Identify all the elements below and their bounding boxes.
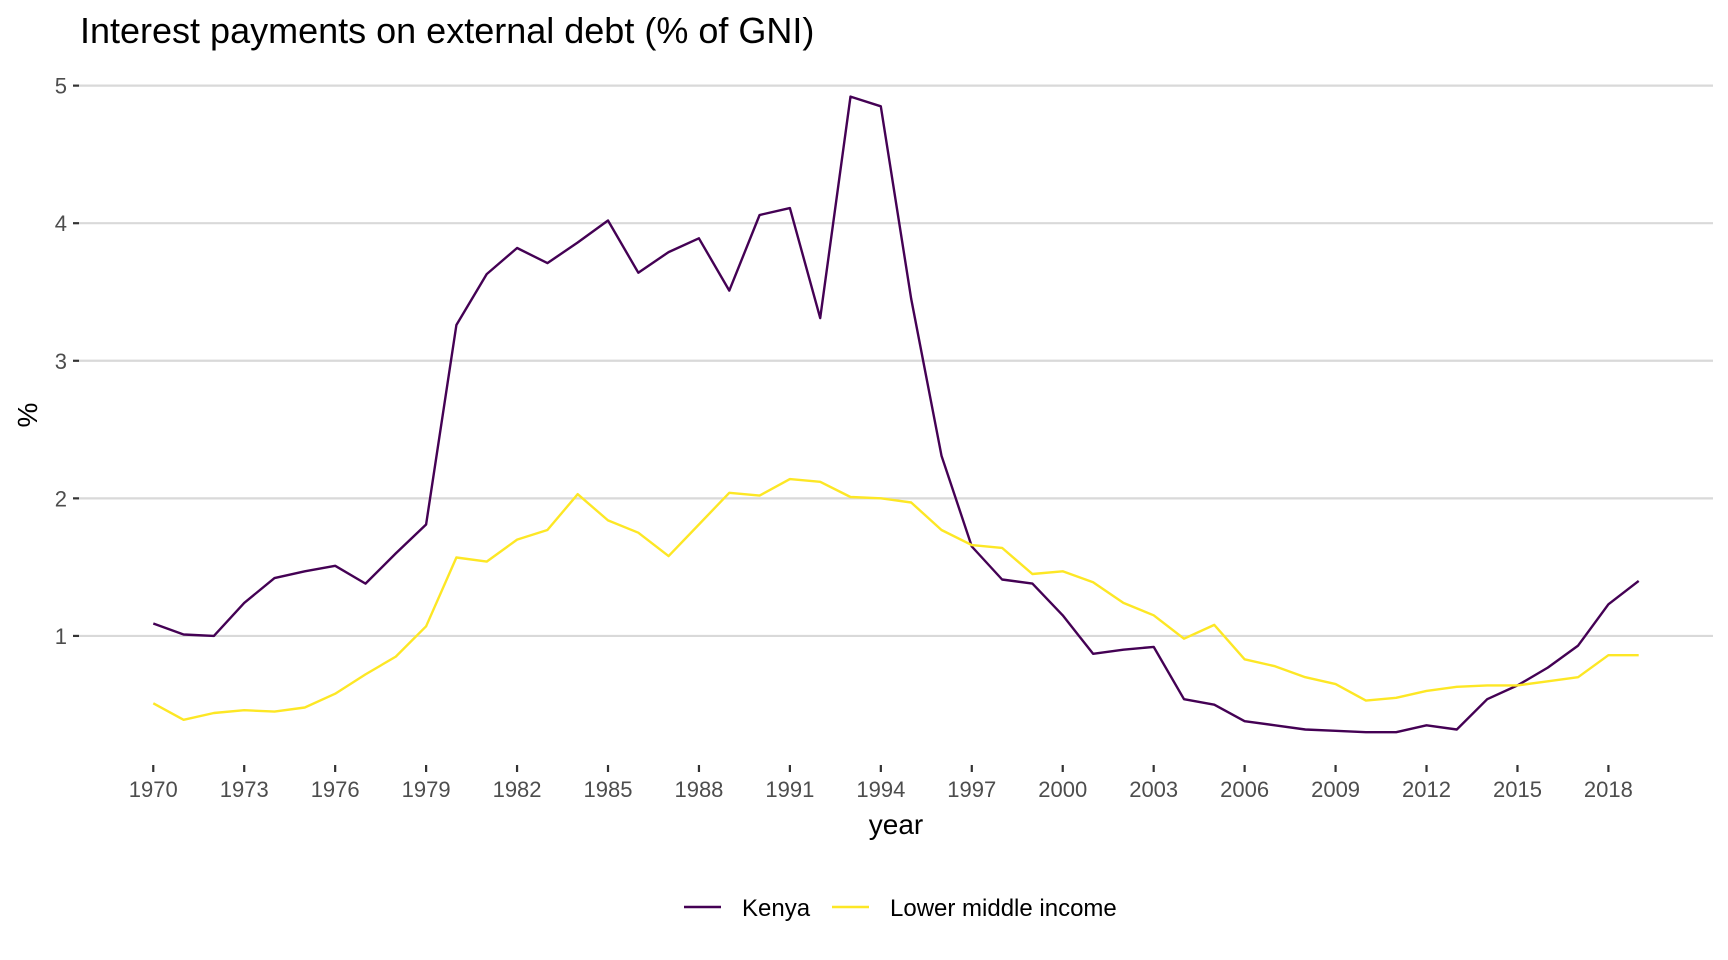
x-tick-label: 2015 — [1493, 777, 1542, 802]
x-tick-label: 2006 — [1220, 777, 1269, 802]
series-line-kenya — [152, 95, 1640, 734]
x-tick-label: 2009 — [1311, 777, 1360, 802]
x-tick-label: 1991 — [765, 777, 814, 802]
y-tick-label: 4 — [55, 211, 67, 236]
y-tick-label: 1 — [55, 624, 67, 649]
x-tick-label: 2000 — [1038, 777, 1087, 802]
x-tick-label: 1997 — [947, 777, 996, 802]
x-tick-label: 1994 — [856, 777, 905, 802]
series-line-lower-middle-income — [152, 477, 1639, 721]
chart-title: Interest payments on external debt (% of… — [80, 10, 814, 51]
y-tick-label: 5 — [55, 74, 67, 99]
x-axis-title: year — [869, 809, 923, 840]
x-tick-label: 1988 — [674, 777, 723, 802]
x-tick-label: 1976 — [311, 777, 360, 802]
x-tick-label: 1982 — [493, 777, 542, 802]
legend-label-lower-middle-income: Lower middle income — [890, 895, 1117, 922]
series-lines — [152, 95, 1640, 734]
x-axis: 1970 1973 1976 1979 1982 1985 1988 1991 1994 1997… — [129, 765, 1633, 802]
y-axis-title: % — [12, 403, 43, 428]
x-tick-label: 1970 — [129, 777, 178, 802]
x-tick-label: 1979 — [402, 777, 451, 802]
gridlines — [79, 84, 1713, 638]
x-tick-label: 1973 — [220, 777, 269, 802]
y-tick-label: 3 — [55, 349, 67, 374]
x-tick-label: 2018 — [1584, 777, 1633, 802]
legend: Kenya Lower middle income — [684, 895, 1117, 922]
legend-label-kenya: Kenya — [742, 895, 811, 922]
x-tick-label: 2003 — [1129, 777, 1178, 802]
x-tick-label: 2012 — [1402, 777, 1451, 802]
x-tick-label: 1985 — [584, 777, 633, 802]
y-axis: 1 2 3 4 5 — [55, 74, 79, 649]
y-tick-label: 2 — [55, 486, 67, 511]
